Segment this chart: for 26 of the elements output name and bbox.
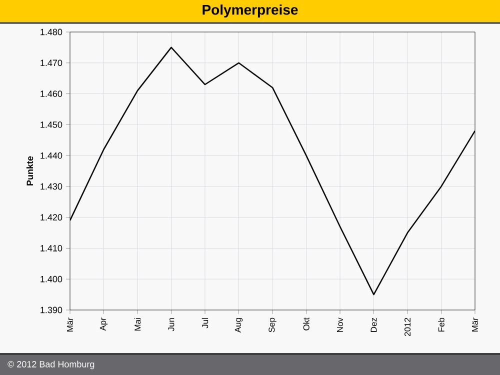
x-tick-label: Dez <box>370 318 377 332</box>
y-tick-label: 1.460 <box>40 90 62 97</box>
chart-title: Polymerpreise <box>202 4 298 18</box>
x-tick-label: Nov <box>337 318 343 332</box>
x-tick-label: Aug <box>234 318 243 333</box>
y-tick-label: 1.400 <box>40 276 62 282</box>
x-tick-label: Mai <box>134 318 141 331</box>
x-tick-label: 2012 <box>404 318 411 336</box>
x-tick-label: Mär <box>67 318 73 332</box>
x-tick-label: Jun <box>168 318 174 332</box>
y-tick-label: 1.420 <box>40 214 62 221</box>
x-tick-label: Okt <box>303 318 310 330</box>
y-tick-label: 1.430 <box>40 183 62 190</box>
x-tick-label: Jul <box>202 318 208 328</box>
y-axis-title: Punkte <box>26 156 34 186</box>
x-tick-label: Apr <box>100 318 108 331</box>
y-tick-label: 1.410 <box>40 245 62 252</box>
y-tick-label: 1.390 <box>40 306 62 314</box>
x-tick-label: Feb <box>438 318 444 332</box>
y-tick-label: 1.440 <box>40 152 62 159</box>
y-tick-label: 1.470 <box>40 60 62 66</box>
text: © 2012 Bad Homburg <box>8 360 94 370</box>
x-tick-label: Mär <box>472 318 478 332</box>
x-tick-label: Sep <box>268 318 276 332</box>
y-tick-label: 1.480 <box>40 28 62 36</box>
y-tick-label: 1.450 <box>40 121 62 128</box>
